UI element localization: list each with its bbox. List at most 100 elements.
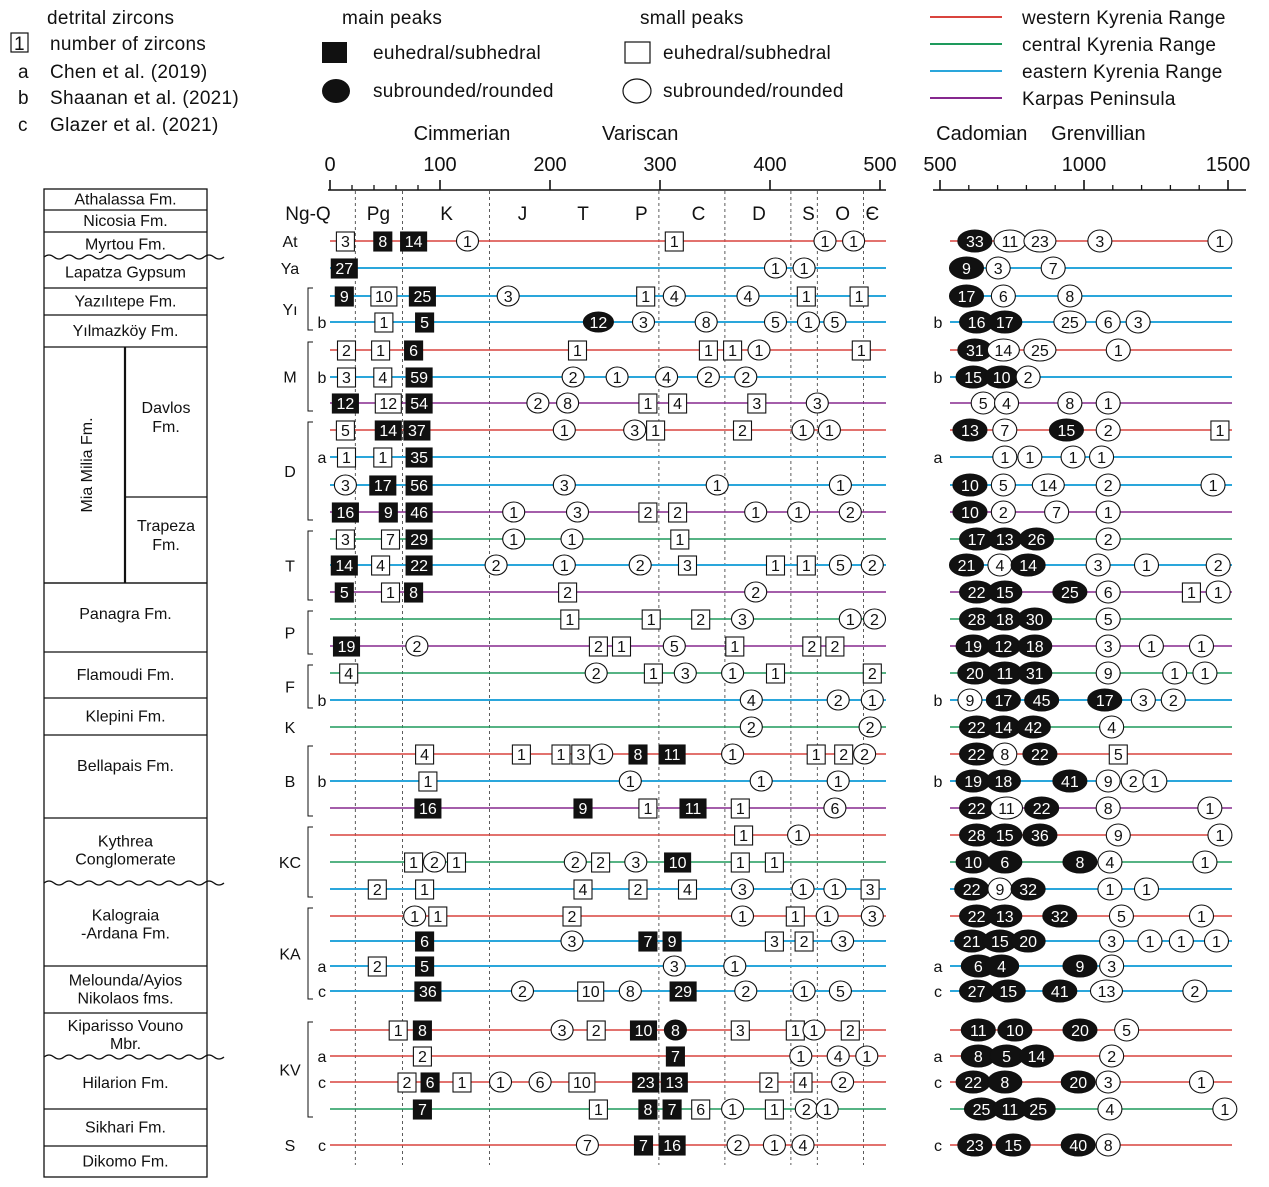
small-peak-rounded-marker: [860, 905, 884, 927]
main-peak-euhedral-marker: [660, 1072, 688, 1093]
zircon-count-label: 2: [592, 666, 601, 683]
zircon-count-label: 35: [410, 450, 428, 467]
formation-label: Lapatza Gypsum: [65, 265, 186, 282]
zircon-count-label: 3: [838, 934, 847, 951]
zircon-count-label: 18: [1026, 639, 1044, 656]
zircon-count-label: 27: [968, 984, 986, 1001]
zircon-count-label: 13: [1098, 984, 1116, 1001]
group-bracket: [307, 287, 313, 331]
main-peak-euhedral-marker: [405, 367, 433, 388]
zircon-count-label: 10: [993, 370, 1011, 387]
zircon-count-label: 7: [639, 1138, 648, 1155]
small-peak-rounded-marker: [721, 743, 745, 765]
reference-key-label: a: [318, 1049, 327, 1066]
zircon-count-label: 2: [830, 639, 839, 656]
zircon-count-label: 22: [968, 801, 986, 818]
zircon-count-label: 1: [730, 959, 739, 976]
main-peak-rounded-marker: [582, 311, 614, 333]
zircon-count-label: 6: [536, 1075, 545, 1092]
small-peak-rounded-marker: [560, 528, 584, 550]
empty-square-icon: [624, 41, 651, 64]
small-peak-euhedral-marker: [562, 906, 582, 927]
left-axis-tick-label: 300: [643, 154, 676, 176]
zircon-count-label: 17: [958, 289, 976, 306]
small-peak-rounded-marker: [838, 608, 862, 630]
count-square-icon: [10, 32, 29, 53]
sample-group-D: D5 14 37 1 3 1 2 1 1 13 7 15 2 1a a1 1 35 1 1 1 13 17 56 3 1 1 10 5…: [284, 418, 1232, 524]
small-peak-euhedral-marker: [765, 663, 786, 684]
zircon-count-label: 19: [338, 639, 356, 656]
small-peak-rounded-marker: [762, 1134, 786, 1156]
small-peak-euhedral-marker: [397, 1072, 417, 1093]
zircon-count-label: 3: [770, 934, 779, 951]
zircon-count-label: 2: [492, 558, 501, 575]
zircon-count-label: 1: [1220, 1102, 1229, 1119]
main-peak-rounded-marker: [985, 769, 1021, 793]
small-peak-rounded-marker: [823, 878, 847, 900]
group-label: At: [282, 234, 298, 251]
group-bracket: [307, 826, 313, 898]
zircon-count-label: 2: [846, 505, 855, 522]
small-peak-rounded-marker: [791, 1134, 815, 1156]
zircon-count-label: 8: [974, 1049, 983, 1066]
zircon-count-label: 8: [1104, 801, 1113, 818]
zircon-count-label: 5: [1117, 909, 1126, 926]
main-peak-euhedral-marker: [405, 529, 433, 550]
zircon-count-label: 5: [1122, 1023, 1131, 1040]
small-peak-rounded-marker: [561, 366, 585, 388]
small-peak-euhedral-marker: [588, 636, 608, 657]
zircon-count-label: 7: [671, 1049, 680, 1066]
zircon-count-label: 22: [1031, 747, 1049, 764]
main-peak-rounded-marker: [1018, 527, 1055, 551]
zircon-count-label: 1: [386, 585, 395, 602]
zircon-count-label: 10: [573, 1075, 591, 1092]
zircon-count-label: 8: [378, 234, 387, 251]
zircon-count-label: 4: [744, 289, 753, 306]
zircon-count-label: 2: [1169, 693, 1178, 710]
region-label: eastern Kyrenia Range: [1022, 62, 1223, 83]
zircon-count-label: 1: [855, 289, 864, 306]
zircon-count-label: 6: [830, 801, 839, 818]
zircon-count-label: 1: [643, 801, 652, 818]
group-bracket: [307, 907, 313, 1000]
small-peak-rounded-marker: [1057, 284, 1083, 308]
small-peak-rounded-marker: [618, 980, 642, 1002]
zircon-count-label: 2: [563, 585, 572, 602]
small-peak-rounded-marker: [734, 980, 758, 1002]
reference-key-label-right: c: [934, 984, 942, 1001]
small-peak-rounded-marker: [815, 1098, 839, 1120]
main-peak-rounded-marker: [1010, 877, 1046, 901]
filled-square-icon: [322, 42, 347, 63]
small-peak-rounded-marker: [696, 366, 720, 388]
main-peak-rounded-marker: [1020, 1097, 1056, 1121]
main-peak-rounded-marker: [1042, 904, 1078, 928]
zircon-count-label: 2: [834, 693, 843, 710]
small-peak-rounded-marker: [730, 608, 755, 630]
small-peak-euhedral-marker: [586, 1020, 606, 1041]
zircon-count-label: 3: [504, 289, 513, 306]
small-peak-rounded-marker: [957, 688, 983, 712]
zircon-count-label: 4: [378, 370, 387, 387]
small-peak-euhedral-marker: [646, 420, 666, 441]
reference-key-label-right: a: [934, 1049, 943, 1066]
zircon-count-label: 5: [420, 959, 429, 976]
zircon-count-label: 2: [636, 558, 645, 575]
main-peak-rounded-marker: [1015, 715, 1051, 739]
ref-key-c: c: [18, 115, 28, 136]
formation-label: Yılmazköy Fm.: [73, 323, 179, 340]
legend-main-peaks: main peaks: [342, 8, 442, 29]
small-peak-rounded-marker: [749, 770, 773, 792]
small-peak-euhedral-marker: [573, 879, 593, 900]
zircon-count-label: 22: [968, 747, 986, 764]
main-peak-rounded-marker: [952, 500, 988, 524]
trapeza-label: Trapeza Fm.: [137, 518, 195, 554]
small-peak-rounded-marker: [815, 905, 839, 927]
zircon-count-label: 1: [410, 909, 419, 926]
main-peak-rounded-marker: [995, 1133, 1031, 1157]
zircon-count-label: 6: [1000, 855, 1009, 872]
small-peak-euhedral-marker: [793, 1072, 813, 1093]
zircon-count-label: 2: [342, 343, 351, 360]
small-peak-rounded-marker: [1044, 500, 1070, 524]
small-peak-rounded-marker: [823, 797, 847, 819]
zircon-count-label: 28: [968, 828, 986, 845]
